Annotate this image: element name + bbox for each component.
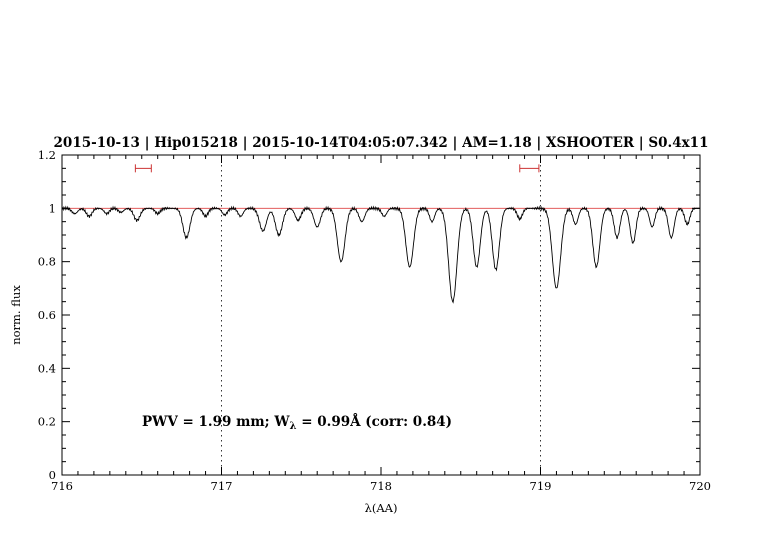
spectrum-curve xyxy=(61,205,701,304)
pwv-annotation-part2: = 0.99Å (corr: 0.84) xyxy=(297,414,453,430)
y-tick-labels: 0 0.2 0.4 0.6 0.8 1 1.2 xyxy=(38,148,56,482)
plot-title: 2015-10-13 | Hip015218 | 2015-10-14T04:0… xyxy=(54,135,709,151)
y-tick-label: 1 xyxy=(49,201,56,215)
y-axis-label: norm. flux xyxy=(9,285,23,345)
y-tick-label: 0.8 xyxy=(38,255,56,269)
pwv-annotation-sub: λ xyxy=(290,421,297,432)
spectrum-path xyxy=(61,205,701,304)
x-tick-label: 716 xyxy=(51,479,73,493)
pwv-annotation: PWV = 1.99 mm; Wλ = 0.99Å (corr: 0.84) xyxy=(142,414,452,432)
x-tick-label: 719 xyxy=(530,479,552,493)
y-tick-label: 0.6 xyxy=(38,308,56,322)
x-tick-labels: 716 717 718 719 720 xyxy=(51,479,711,493)
y-tick-label: 0.2 xyxy=(38,415,56,429)
dotted-vlines xyxy=(221,155,541,475)
x-tick-label: 720 xyxy=(689,479,711,493)
x-axis-label: λ(AA) xyxy=(365,501,398,515)
y-tick-label: 1.2 xyxy=(38,148,56,162)
y-tick-label: 0 xyxy=(49,468,56,482)
axis-ticks xyxy=(61,154,701,476)
pwv-annotation-part1: PWV = 1.99 mm; W xyxy=(142,414,290,430)
range-markers xyxy=(134,164,540,173)
x-tick-label: 718 xyxy=(370,479,392,493)
y-tick-label: 0.4 xyxy=(38,361,56,375)
x-tick-label: 717 xyxy=(211,479,233,493)
plot-generated-content: 716 717 718 719 720 0 0.2 0.4 0.6 0.8 1 1.2 xyxy=(38,148,711,493)
